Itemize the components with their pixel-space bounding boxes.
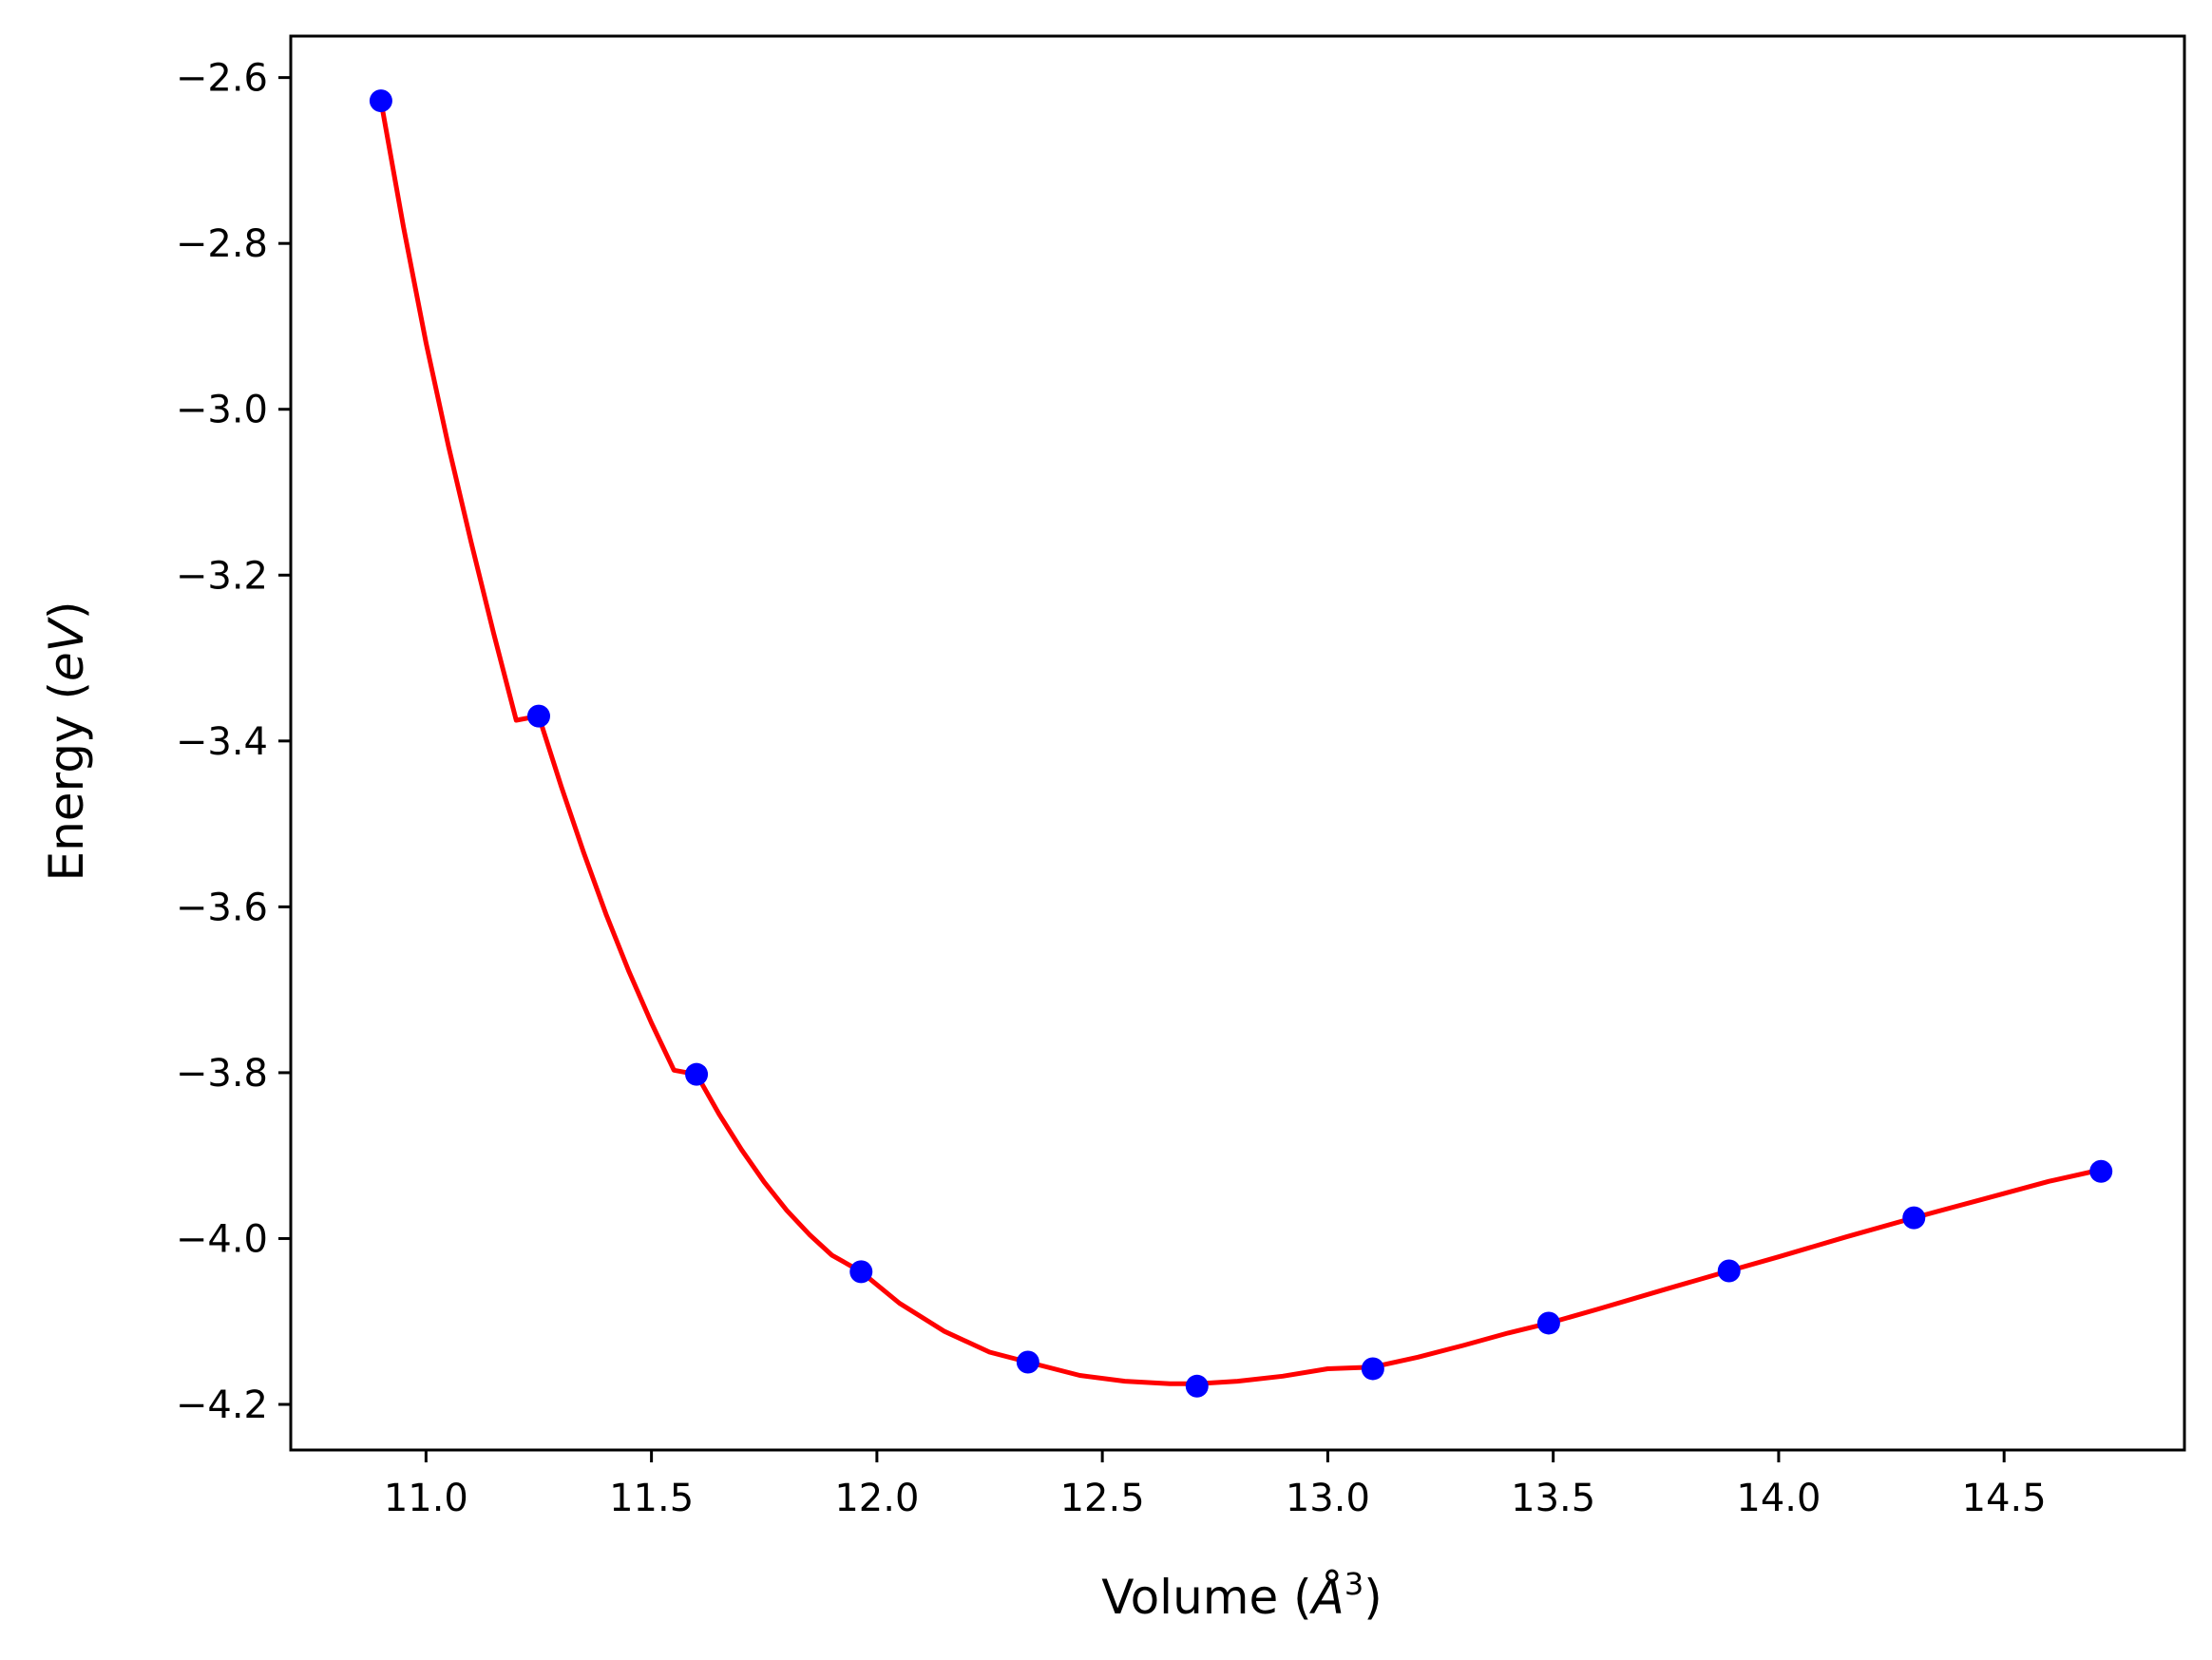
- y-axis: −2.6 −2.8 −3.0 −3.2 −3.4 −3.6 −3.8 −4.0 −4.2: [176, 57, 291, 1427]
- data-point: [849, 1260, 873, 1284]
- x-tick-label: 13.5: [1511, 1477, 1595, 1520]
- x-tick-label: 11.0: [384, 1477, 468, 1520]
- data-point: [526, 704, 550, 728]
- data-point: [1361, 1357, 1384, 1381]
- data-point: [1717, 1259, 1741, 1283]
- plot-frame: [289, 34, 2186, 1452]
- y-tick-label: −3.2: [176, 554, 268, 598]
- x-tick-label: 12.5: [1060, 1477, 1145, 1520]
- x-tick-label: 13.0: [1286, 1477, 1370, 1520]
- data-point: [1536, 1311, 1560, 1335]
- x-tick-label: 14.5: [1962, 1477, 2047, 1520]
- y-tick-label: −3.4: [176, 720, 268, 764]
- y-tick-label: −3.0: [176, 389, 268, 432]
- x-axis-title: Volume (Å3): [1101, 1566, 1382, 1625]
- data-point: [1902, 1206, 1926, 1230]
- y-tick-label: −2.6: [176, 57, 268, 101]
- y-tick-label: −4.0: [176, 1217, 268, 1261]
- y-axis-title: Energy (eV): [39, 601, 94, 882]
- y-tick-label: −3.8: [176, 1052, 268, 1096]
- data-point: [2089, 1159, 2113, 1183]
- y-tick-label: −4.2: [176, 1383, 268, 1427]
- x-tick-label: 11.5: [609, 1477, 694, 1520]
- data-point: [1185, 1374, 1209, 1398]
- data-point: [685, 1062, 709, 1086]
- data-point: [1016, 1350, 1039, 1374]
- data-point: [369, 89, 392, 113]
- fit-curve: [378, 98, 2104, 1386]
- y-tick-label: −2.8: [176, 222, 268, 266]
- x-axis: 11.0 11.5 12.0 12.5 13.0 13.5 14.0 14.5: [384, 1450, 2047, 1520]
- y-tick-label: −3.6: [176, 886, 268, 929]
- x-tick-label: 14.0: [1736, 1477, 1821, 1520]
- x-tick-label: 12.0: [834, 1477, 919, 1520]
- plot-marks: [369, 89, 2113, 1398]
